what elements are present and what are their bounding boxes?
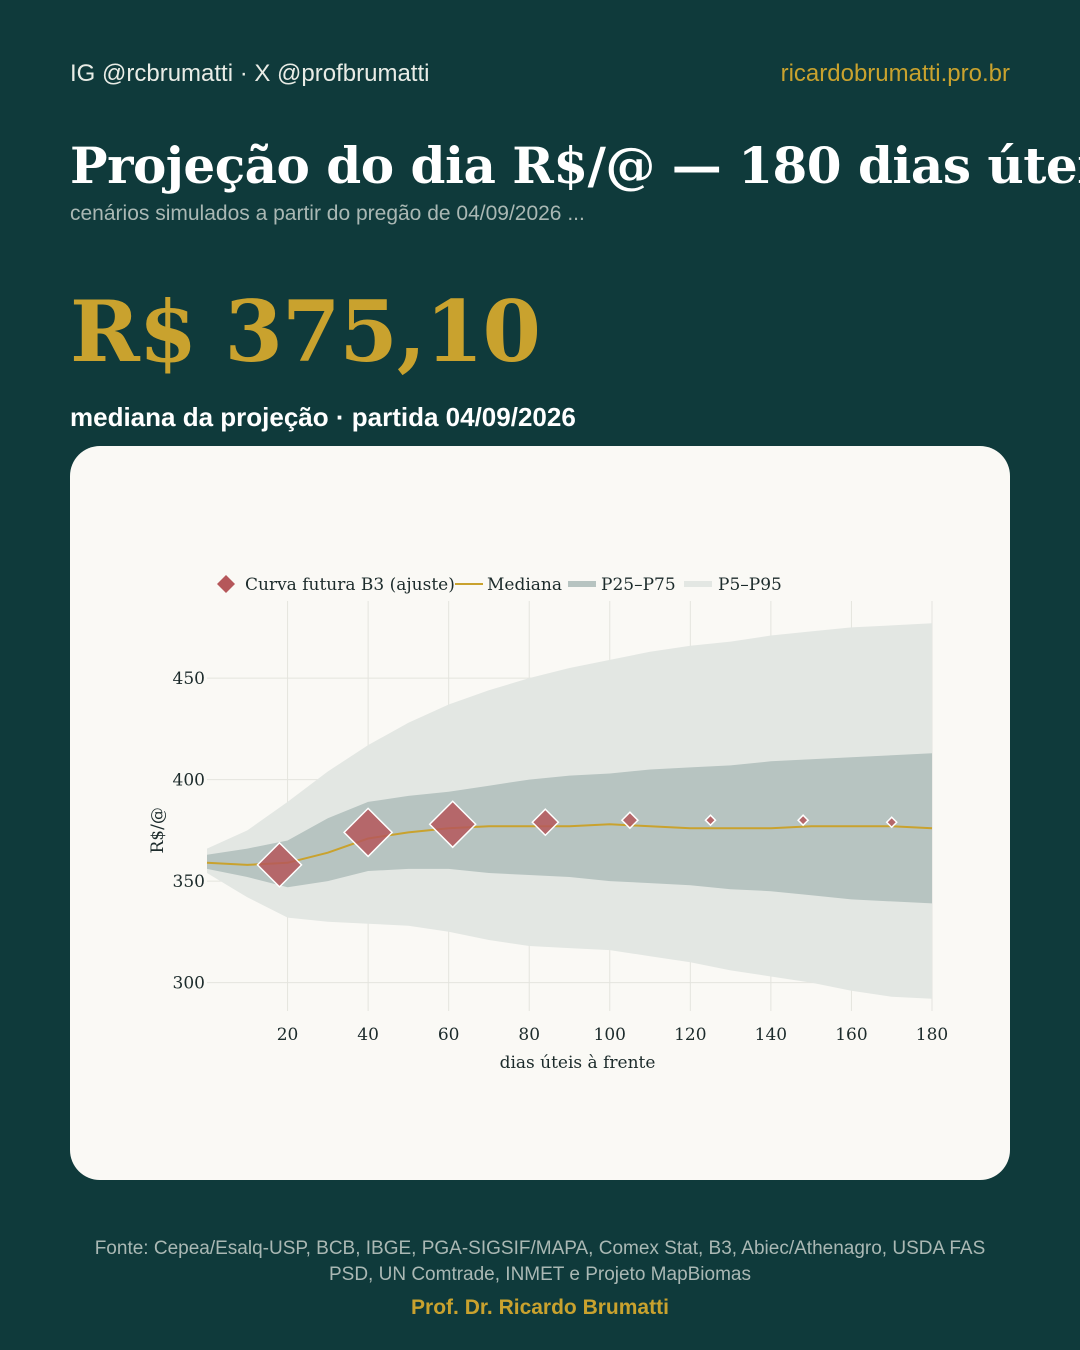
y-tick-label: 350 [173,872,205,892]
chart-card: Curva futura B3 (ajuste) Mediana P25–P75 P5… [70,446,1010,1180]
futures-marker [620,811,639,830]
futures-marker [428,800,477,849]
sources-note: Fonte: Cepea/Esalq-USP, BCB, IBGE, PGA-S… [94,1238,986,1285]
social-handles: IG @rcbrumatti · X @profbrumatti [70,60,430,87]
futures-marker [704,814,717,827]
x-tick-label: 160 [835,1025,867,1045]
x-tick-label: 100 [594,1025,626,1045]
x-tick-label: 180 [916,1025,948,1045]
median-line [206,823,933,866]
x-tick-label: 40 [357,1025,379,1045]
x-tick-label: 140 [755,1025,787,1045]
x-axis-label: dias úteis à frente [500,1053,656,1073]
futures-marker [343,807,394,858]
author-credit: Prof. Dr. Ricardo Brumatti [411,1296,669,1319]
chart-legend: Curva futura B3 (ajuste) Mediana P25–P75 P5… [217,575,782,595]
chart-axes: 20 40 60 80 100 120 140 160 180 300 350 400 450 dias … [148,669,948,1073]
legend-swatch-p25-p75 [568,581,596,587]
futures-marker [885,816,898,829]
futures-marker [256,841,303,888]
legend-label: Mediana [487,575,562,595]
x-tick-label: 60 [438,1025,460,1045]
page-subtitle: cenários simulados a partir do pregão de… [70,202,585,225]
y-tick-label: 400 [173,771,205,791]
headline-caption: mediana da projeção · partida 04/09/2026 [70,402,576,432]
legend-label: Curva futura B3 (ajuste) [245,575,455,595]
y-axis-label: R$/@ [148,807,168,853]
y-tick-label: 450 [173,669,205,689]
futures-marker [797,814,810,827]
x-tick-label: 80 [518,1025,540,1045]
legend-swatch-p5-p95 [684,581,712,587]
percentile-bands [207,623,932,999]
median-series [206,823,933,866]
top-bar: IG @rcbrumatti · X @profbrumatti ricardo… [70,60,1010,96]
page-title: Projeção do dia R$/@ — 180 dias úteis [70,136,1080,195]
legend-marker-futures [217,575,235,593]
y-tick-label: 300 [173,974,205,994]
legend-label: P25–P75 [601,575,676,595]
website-link[interactable]: ricardobrumatti.pro.br [780,60,1010,87]
projection-chart: Curva futura B3 (ajuste) Mediana P25–P75 P5… [148,575,948,1073]
headline-value: R$ 375,10 [70,282,541,381]
futures-marker [531,808,560,837]
x-tick-label: 120 [674,1025,706,1045]
band-p25-p75 [207,753,932,904]
futures-markers [256,800,898,888]
x-tick-label: 20 [277,1025,299,1045]
legend-label: P5–P95 [718,575,782,595]
